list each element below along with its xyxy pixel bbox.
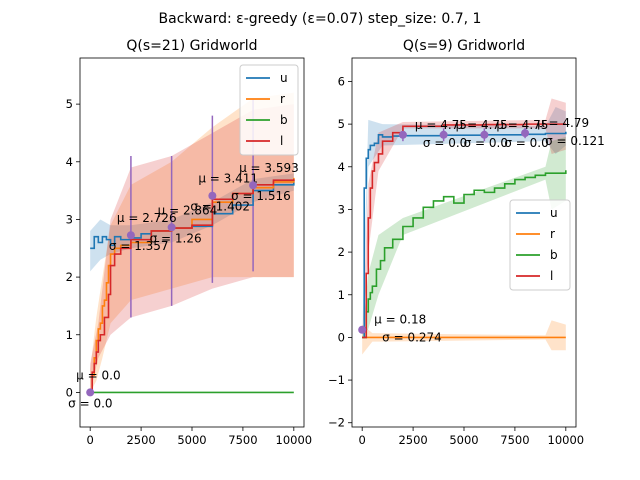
x-tick-label-4: 10000 bbox=[548, 433, 585, 447]
band-l bbox=[90, 104, 294, 393]
y-tick-label-2: 2 bbox=[66, 270, 73, 284]
legend-label-r: r bbox=[280, 92, 285, 106]
marker-3 bbox=[480, 130, 489, 139]
sigma-label-3: σ = 1.402 bbox=[190, 200, 250, 214]
sigma-label-0: σ = 0.274 bbox=[382, 331, 442, 345]
mu-label-3: μ = 4.75 bbox=[496, 118, 548, 132]
legend-box bbox=[509, 199, 571, 291]
marker-2 bbox=[167, 223, 176, 232]
y-tick-label-0: −2 bbox=[328, 416, 345, 430]
series-line-b bbox=[362, 170, 567, 339]
y-tick-label-1: −1 bbox=[328, 373, 345, 387]
series-line-l bbox=[90, 179, 295, 394]
axes-q9: μ = 0.18 σ = 0.274 μ = 4.75 σ = 0.0 μ = 4.75… bbox=[328, 38, 605, 447]
mu-label-1: μ = 2.726 bbox=[117, 211, 177, 225]
x-tick-label-2: 5000 bbox=[177, 433, 206, 447]
mu-label-0: μ = 0.0 bbox=[76, 368, 120, 382]
x-tick-label-4: 10000 bbox=[276, 433, 313, 447]
axes-q21: μ = 0.0 σ = 0.0 μ = 2.726 σ = 1.357 μ = 2.86… bbox=[66, 38, 312, 447]
band-l bbox=[362, 98, 566, 338]
plot-area bbox=[362, 98, 567, 355]
y-tick-label-4: 2 bbox=[338, 245, 345, 259]
y-tick-label-5: 5 bbox=[66, 97, 73, 111]
marker-3 bbox=[208, 191, 217, 200]
sigma-label-0: σ = 0.0 bbox=[68, 396, 112, 410]
x-tick-label-1: 2500 bbox=[126, 433, 155, 447]
legend-label-l: l bbox=[550, 269, 553, 283]
legend-label-l: l bbox=[280, 134, 283, 148]
legend-label-u: u bbox=[550, 206, 558, 220]
y-tick-label-1: 1 bbox=[66, 328, 73, 342]
x-tick-label-3: 7500 bbox=[228, 433, 257, 447]
y-tick-label-8: 6 bbox=[338, 74, 345, 88]
band-u bbox=[362, 107, 566, 338]
mu-label-4: μ = 3.593 bbox=[239, 161, 299, 175]
band-r bbox=[90, 92, 294, 393]
band-b bbox=[362, 136, 566, 338]
legend-box bbox=[239, 64, 299, 156]
mu-label-2: μ = 2.864 bbox=[158, 203, 218, 217]
marker-0 bbox=[86, 388, 95, 397]
marker-4 bbox=[521, 129, 530, 138]
series-line-l bbox=[362, 123, 566, 339]
axes-title: Q(s=9) Gridworld bbox=[403, 38, 525, 54]
x-tick-label-0: 0 bbox=[87, 433, 94, 447]
legend-label-b: b bbox=[280, 113, 288, 127]
y-tick-label-3: 1 bbox=[338, 288, 345, 302]
mu-label-3: μ = 3.411 bbox=[198, 172, 258, 186]
sigma-label-2: σ = 0.0 bbox=[464, 136, 508, 150]
y-tick-label-5: 3 bbox=[338, 202, 345, 216]
marker-2 bbox=[439, 130, 448, 139]
x-tick-label-3: 7500 bbox=[500, 433, 529, 447]
legend-label-b: b bbox=[550, 248, 558, 262]
marker-0 bbox=[358, 325, 367, 334]
x-tick-label-0: 0 bbox=[359, 433, 366, 447]
marker-4 bbox=[249, 181, 258, 190]
sigma-label-2: σ = 1.26 bbox=[150, 231, 202, 245]
x-tick-label-2: 5000 bbox=[449, 433, 478, 447]
y-tick-label-6: 4 bbox=[338, 160, 345, 174]
y-tick-label-4: 4 bbox=[66, 155, 73, 169]
mu-label-2: μ = 4.75 bbox=[456, 118, 508, 132]
mu-label-0: μ = 0.18 bbox=[374, 313, 426, 327]
axes-title: Q(s=21) Gridworld bbox=[126, 38, 257, 54]
y-tick-label-3: 3 bbox=[66, 212, 73, 226]
marker-1 bbox=[398, 130, 407, 139]
y-tick-label-0: 0 bbox=[66, 385, 73, 399]
series-line-u bbox=[90, 180, 295, 250]
x-tick-label-1: 2500 bbox=[398, 433, 427, 447]
sigma-label-3: σ = 0.0 bbox=[504, 136, 548, 150]
legend-label-u: u bbox=[280, 71, 288, 85]
y-tick-label-2: 0 bbox=[338, 330, 345, 344]
sigma-label-4: σ = 0.121 bbox=[545, 134, 605, 148]
sigma-label-4: σ = 1.516 bbox=[231, 189, 291, 203]
mu-label-1: μ = 4.75 bbox=[415, 118, 467, 132]
legend-label-r: r bbox=[550, 227, 555, 241]
sigma-label-1: σ = 0.0 bbox=[423, 136, 467, 150]
mu-label-4: μ = 4.79 bbox=[537, 116, 589, 130]
figure-suptitle: Backward: ε-greedy (ε=0.07) step_size: 0… bbox=[159, 11, 482, 27]
plot-area bbox=[90, 92, 295, 394]
y-tick-label-7: 5 bbox=[338, 117, 345, 131]
sigma-label-1: σ = 1.357 bbox=[109, 239, 169, 253]
marker-1 bbox=[126, 231, 135, 240]
